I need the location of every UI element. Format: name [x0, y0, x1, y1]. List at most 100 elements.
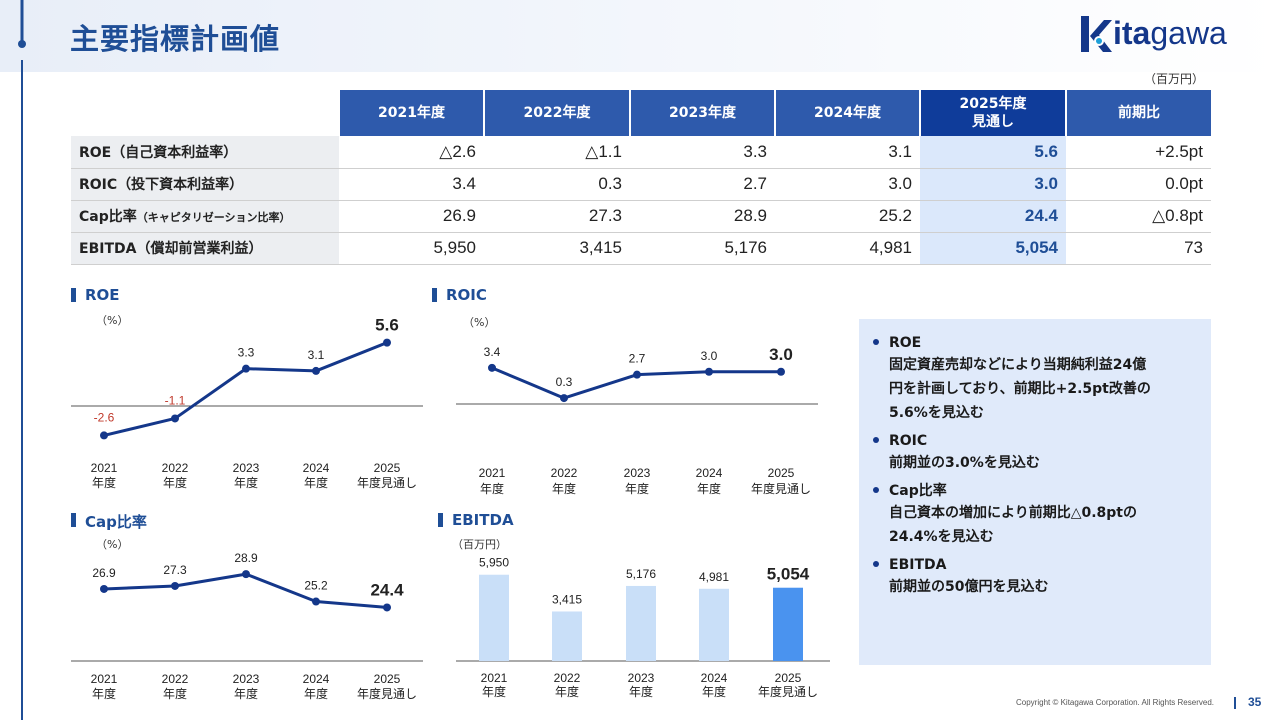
roe-data-label: -2.6: [94, 410, 115, 424]
roic-tick-year: 2021: [479, 466, 506, 480]
bullet-icon: [873, 437, 879, 443]
bullet-icon: [873, 487, 879, 493]
cell-cap-2023: 28.9: [630, 200, 775, 233]
col-header-2025-forecast: 見通し: [972, 114, 1014, 130]
cell-roe-2023: 3.3: [630, 136, 775, 169]
logo-wordmark: itagawa: [1113, 15, 1227, 51]
roe-tick-suffix: 年度: [234, 475, 258, 490]
cap-tick-year: 2023: [233, 672, 260, 686]
cell-ebitda-2025: 5,054: [920, 232, 1066, 265]
roic-point: [560, 394, 568, 403]
roe-tick-year: 2023: [233, 461, 260, 475]
roic-chart-title: ROIC: [432, 286, 487, 304]
ebitda-tick-suffix: 年度: [555, 684, 579, 699]
ebitda-tick-suffix: 年度見通し: [758, 684, 818, 699]
col-header-2024: 2024年度: [774, 90, 920, 136]
cell-roe-2024: 3.1: [775, 136, 920, 169]
roe-tick-suffix: 年度見通し: [357, 475, 417, 490]
cell-cap-2022: 27.3: [484, 200, 630, 233]
cap-chart-unit: （%）: [96, 538, 129, 551]
page-number: 35: [1248, 695, 1262, 709]
roe-chart-title: ROE: [71, 286, 120, 304]
roe-line-chart: -2.6-1.13.3 3.15.62021年度2022年度2023年度2024年…: [71, 316, 423, 490]
cap-line-chart: 26.9 27.328.925.2 24.42021年度2022年度2023年度20…: [71, 551, 423, 701]
ebitda-data-label: 4,981: [699, 570, 729, 584]
roic-tick-year: 2024: [696, 466, 723, 480]
cell-cap-yoy: △0.8pt: [1066, 200, 1211, 233]
bullet-icon: [873, 561, 879, 567]
roe-point: [171, 414, 179, 423]
roe-tick-suffix: 年度: [304, 475, 328, 490]
note-ebitda-line-1: 前期並の50億円を見込む: [889, 579, 1049, 595]
roe-point: [383, 338, 391, 347]
logo-k-mark-icon: [1081, 16, 1112, 52]
roic-data-label: 3.0: [769, 345, 793, 364]
note-cap-line-1: 自己資本の増加により前期比△0.8ptの: [889, 505, 1138, 521]
cap-point: [100, 584, 108, 593]
roic-point: [777, 367, 785, 376]
cell-roe-2022: △1.1: [484, 136, 630, 169]
cap-point: [242, 570, 250, 579]
kpi-table: 2021年度 2022年度 2023年度 2024年度 2025年度 見通し 前期…: [71, 90, 1211, 265]
col-header-2025-year: 2025年度: [959, 96, 1027, 112]
cap-data-label: 25.2: [304, 579, 328, 593]
roic-point: [633, 370, 641, 379]
ebitda-bar: [626, 585, 656, 661]
cell-roe-2021: △2.6: [339, 136, 484, 169]
roe-data-label: 3.3: [238, 346, 255, 360]
cap-point: [383, 603, 391, 612]
header-band: [0, 0, 1280, 72]
ebitda-tick-year: 2023: [628, 671, 655, 685]
roe-tick-year: 2024: [303, 461, 330, 475]
cap-tick-year: 2022: [162, 672, 189, 686]
cap-tick-suffix: 年度: [304, 686, 328, 701]
row-label-ebitda: EBITDA（償却前営業利益）: [71, 232, 339, 265]
cell-roic-2023: 2.7: [630, 168, 775, 201]
note-ebitda: EBITDA 前期並の50億円を見込む: [873, 555, 1197, 599]
cap-tick-suffix: 年度: [92, 686, 116, 701]
ebitda-tick-year: 2022: [554, 671, 581, 685]
col-header-yoy: 前期比: [1065, 90, 1211, 136]
ebitda-chart-unit: （百万円）: [452, 538, 507, 551]
note-roic-heading: ROIC: [889, 433, 928, 449]
roe-data-label: 3.1: [308, 348, 325, 362]
page-title: 主要指標計画値: [70, 22, 281, 56]
col-header-2023: 2023年度: [629, 90, 775, 136]
note-cap: Cap比率 自己資本の増加により前期比△0.8ptの 24.4%を見込む: [873, 481, 1197, 549]
table-row-ebitda: EBITDA（償却前営業利益） 5,950 3,415 5,176 4,981 …: [71, 232, 1211, 265]
cap-data-label: 27.3: [163, 563, 187, 577]
roe-data-label: -1.1: [165, 393, 186, 407]
cell-cap-2025: 24.4: [920, 200, 1066, 233]
cell-roic-yoy: 0.0pt: [1066, 168, 1211, 201]
roic-point: [488, 363, 496, 372]
cap-series-line: [103, 572, 388, 609]
cell-ebitda-2024: 4,981: [775, 232, 920, 265]
ebitda-tick-suffix: 年度: [702, 684, 726, 699]
cap-tick-suffix: 年度: [234, 686, 258, 701]
roic-tick-suffix: 年度: [625, 481, 649, 496]
cell-cap-2024: 25.2: [775, 200, 920, 233]
roic-data-label: 0.3: [556, 375, 573, 389]
cell-roic-2022: 0.3: [484, 168, 630, 201]
ebitda-tick-suffix: 年度: [629, 684, 653, 699]
ebitda-bar: [699, 588, 729, 661]
cap-tick-year: 2021: [91, 672, 118, 686]
cap-point: [312, 597, 320, 606]
page-number-divider: [1234, 697, 1236, 709]
table-row-roe: ROE（自己資本利益率） △2.6 △1.1 3.3 3.1 5.6 +2.5p…: [71, 136, 1211, 169]
roic-point: [705, 367, 713, 376]
ebitda-bar: [479, 574, 509, 661]
cell-ebitda-2023: 5,176: [630, 232, 775, 265]
cap-tick-suffix: 年度: [163, 686, 187, 701]
cell-roe-yoy: +2.5pt: [1066, 136, 1211, 169]
ebitda-data-label: 5,176: [626, 567, 656, 581]
note-roe-line-1: 固定資産売却などにより当期純利益24億: [889, 357, 1147, 373]
row-label-roe: ROE（自己資本利益率）: [71, 136, 339, 169]
logo-wordmark-bold: ita: [1113, 15, 1151, 51]
cap-data-label: 24.4: [370, 580, 404, 599]
roic-tick-year: 2022: [551, 466, 578, 480]
table-row-roic: ROIC（投下資本利益率） 3.4 0.3 2.7 3.0 3.0 0.0pt: [71, 168, 1211, 201]
roe-point: [312, 366, 320, 375]
cap-point: [171, 581, 179, 590]
